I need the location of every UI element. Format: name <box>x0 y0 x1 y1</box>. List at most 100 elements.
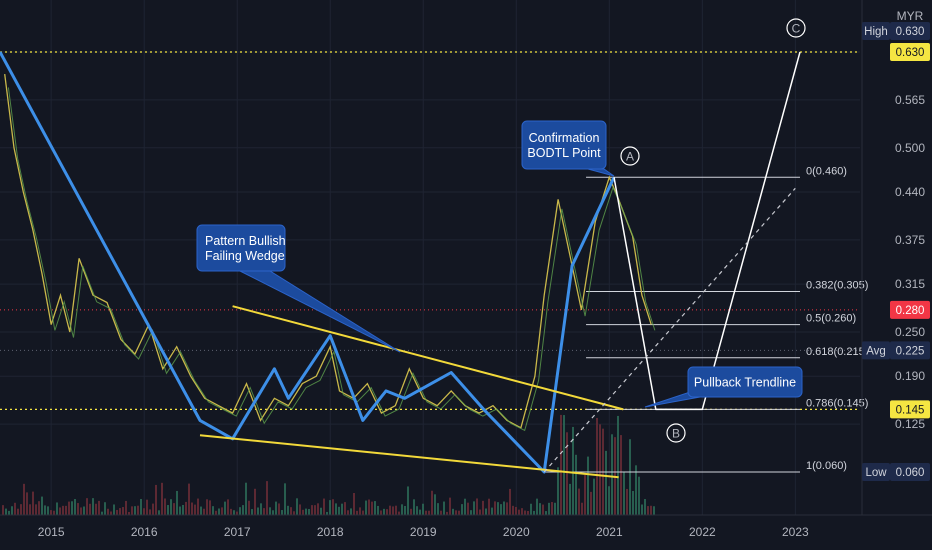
volume-bar <box>134 506 136 515</box>
volume-bar <box>320 507 322 515</box>
volume-bar <box>59 507 61 515</box>
volume-bar <box>2 505 4 515</box>
volume-bar <box>80 507 82 515</box>
volume-bar <box>398 511 400 515</box>
volume-bar <box>611 434 613 515</box>
fib-label-1: 0.382(0.305) <box>806 279 868 291</box>
volume-bar <box>209 500 211 515</box>
volume-bar <box>152 503 154 515</box>
volume-bar <box>410 508 412 515</box>
volume-bar <box>557 467 559 515</box>
time-tick-4: 2019 <box>410 525 437 539</box>
volume-bar <box>350 508 352 515</box>
volume-bar <box>233 510 235 515</box>
tag-value-0: 0.630 <box>896 26 925 38</box>
volume-bar <box>485 508 487 515</box>
volume-bar <box>542 504 544 515</box>
volume-bar <box>500 504 502 515</box>
volume-bar <box>551 502 553 515</box>
volume-bar <box>509 488 511 515</box>
volume-bar <box>449 497 451 515</box>
volume-bar <box>155 484 157 515</box>
volume-bar <box>251 509 253 515</box>
tag-label-0: High <box>864 26 888 38</box>
volume-bar <box>497 502 499 515</box>
volume-bar <box>596 417 598 515</box>
volume-bar <box>176 490 178 515</box>
tag-value-5: 0.060 <box>896 467 925 479</box>
time-axis: 2015 2016 2017 2018 2019 2020 2021 2022 2023 <box>0 514 932 539</box>
volume-bar <box>305 508 307 515</box>
volume-bar <box>146 499 148 515</box>
volume-bar <box>494 501 496 515</box>
tag-value-box-5 <box>890 463 930 481</box>
volume-bar <box>11 506 13 515</box>
time-tick-0: 2015 <box>38 525 65 539</box>
volume-bar <box>245 482 247 515</box>
volume-bar <box>458 510 460 515</box>
volume-bar <box>101 511 103 515</box>
volume-bar <box>392 506 394 515</box>
volume-bar <box>230 508 232 515</box>
volume-bar <box>488 498 490 515</box>
volume-bar <box>221 507 223 515</box>
volume-bar <box>368 499 370 515</box>
volume-bar <box>86 498 88 515</box>
volume-bar <box>476 498 478 515</box>
volume-bar <box>362 510 364 515</box>
volume-bar <box>164 498 166 515</box>
tag-value-3: 0.225 <box>896 345 925 357</box>
price-tick-8: 0.125 <box>895 417 925 431</box>
volume-bar <box>200 506 202 515</box>
volume-bar <box>377 505 379 515</box>
callout-text-1-0: Confirmation <box>529 131 600 145</box>
volume-bar <box>35 504 37 515</box>
volume-bar <box>284 483 286 515</box>
price-tick-3: 0.440 <box>895 185 925 199</box>
volume-bar <box>356 510 358 515</box>
volume-bar <box>185 501 187 515</box>
volume-bar <box>575 454 577 515</box>
volume-bar <box>314 505 316 515</box>
volume-bar <box>416 506 418 515</box>
price-tick-5: 0.315 <box>895 277 925 291</box>
volume-bar <box>122 507 124 515</box>
volume-bar <box>20 504 22 515</box>
fib-retracement: 0(0.460) 0.382(0.305) 0.5(0.260) 0.618(0.21… <box>544 165 868 473</box>
volume-bar <box>341 503 343 515</box>
volume-bar <box>419 509 421 515</box>
price-line-green <box>7 87 656 432</box>
callout-text-0-0: Pattern Bullish <box>205 234 286 248</box>
volume-bar <box>635 465 637 515</box>
tag-label-3: Avg <box>866 345 886 357</box>
volume-bar <box>644 499 646 515</box>
volume-bar <box>344 502 346 515</box>
volume-bar <box>140 498 142 515</box>
wave-circle-A <box>620 146 640 166</box>
volume-bar <box>227 499 229 515</box>
volume-bar <box>395 505 397 515</box>
volume-bar <box>440 510 442 515</box>
tag-value-4: 0.145 <box>896 404 925 416</box>
pattern-abc-path <box>613 51 801 411</box>
volume-bar <box>308 508 310 515</box>
time-tick-8: 2023 <box>782 525 809 539</box>
volume-bar <box>590 491 592 515</box>
volume-bar <box>329 500 331 515</box>
volume-bar <box>38 501 40 515</box>
volume-bar <box>254 488 256 515</box>
volume-bar <box>647 506 649 515</box>
volume-bar <box>569 483 571 515</box>
volume-bar <box>650 505 652 515</box>
volume-bar <box>386 509 388 515</box>
time-tick-1: 2016 <box>131 525 158 539</box>
volume-bar <box>278 503 280 515</box>
tag-value-box-1 <box>890 43 930 61</box>
tag-label-box-5 <box>862 463 890 481</box>
volume-bar <box>455 510 457 515</box>
volume-bar <box>464 498 466 515</box>
volume-bar <box>389 505 391 515</box>
volume-bar <box>536 498 538 515</box>
